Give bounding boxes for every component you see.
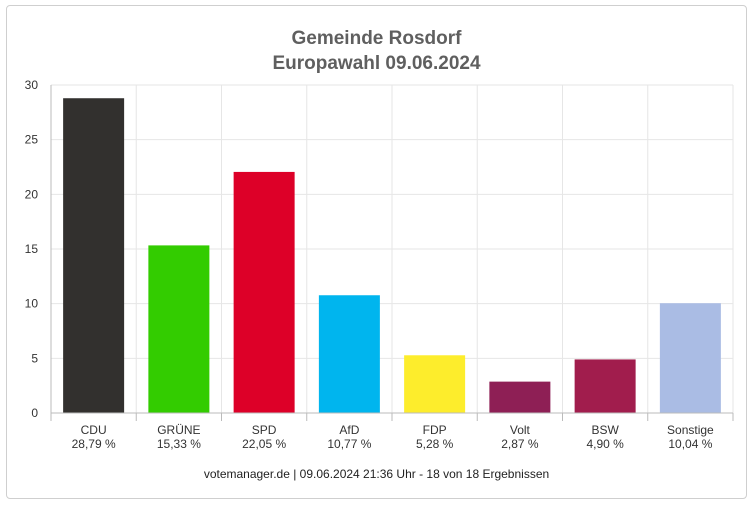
bar-bsw <box>574 359 636 413</box>
y-tick-label: 20 <box>25 187 39 201</box>
chart-footer: votemanager.de | 09.06.2024 21:36 Uhr - … <box>203 467 550 481</box>
x-category-label: AfD <box>339 423 359 437</box>
x-value-label: 5,28 % <box>416 437 454 451</box>
chart-subtitle: Europawahl 09.06.2024 <box>272 53 481 74</box>
y-tick-label: 10 <box>25 297 39 311</box>
bar-fdp <box>404 355 466 413</box>
x-value-label: 10,77 % <box>327 437 371 451</box>
y-tick-label: 0 <box>31 406 38 420</box>
x-category-label: FDP <box>423 423 447 437</box>
x-category-label: BSW <box>591 423 619 437</box>
chart-title: Gemeinde Rosdorf <box>291 28 462 49</box>
x-category-label: SPD <box>252 423 277 437</box>
x-category-label: GRÜNE <box>157 423 200 437</box>
x-value-label: 28,79 % <box>72 437 116 451</box>
x-category-label: CDU <box>81 423 107 437</box>
x-value-label: 10,04 % <box>668 437 712 451</box>
x-value-label: 22,05 % <box>242 437 286 451</box>
y-tick-label: 25 <box>25 133 39 147</box>
bar-cdu <box>63 98 125 413</box>
y-tick-label: 5 <box>31 351 38 365</box>
x-category-label: Volt <box>510 423 531 437</box>
bar-grüne <box>148 245 210 413</box>
y-axis: 0 5 10 15 20 25 30 <box>25 78 52 420</box>
x-value-label: 4,90 % <box>586 437 624 451</box>
x-value-label: 2,87 % <box>501 437 539 451</box>
y-tick-label: 15 <box>25 242 39 256</box>
y-tick-label: 30 <box>25 78 39 92</box>
bar-volt <box>489 381 551 413</box>
chart-frame <box>6 5 747 499</box>
bars <box>63 98 721 413</box>
x-category-label: Sonstige <box>667 423 714 437</box>
x-value-label: 15,33 % <box>157 437 201 451</box>
bar-sonstige <box>659 303 721 413</box>
bar-afd <box>318 295 380 413</box>
bar-spd <box>233 171 295 413</box>
